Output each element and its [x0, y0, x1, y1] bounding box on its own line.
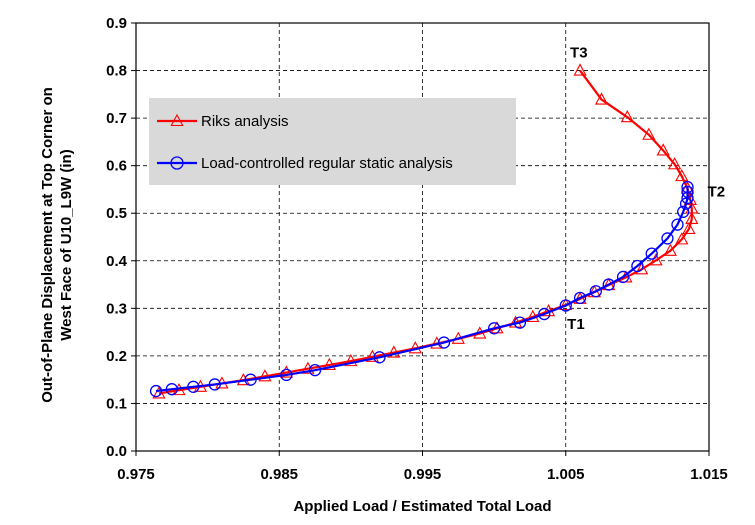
data-point [663, 243, 677, 256]
data-point [322, 357, 337, 370]
data-point [437, 336, 451, 349]
data-point [675, 232, 689, 245]
data-point [208, 378, 221, 391]
y-tick-label: 0.4 [106, 253, 128, 270]
x-tick-label: 1.005 [547, 466, 585, 483]
data-point [620, 110, 634, 123]
grid [136, 23, 709, 451]
data-point [573, 291, 587, 305]
data-point [682, 221, 696, 234]
annotations: T1 T2 T3 [567, 45, 725, 333]
y-axis-title-line-1: Out-of-Plane Displacement at Top Corner … [39, 87, 56, 403]
data-point [149, 384, 163, 398]
y-tick-label: 0.8 [106, 63, 127, 80]
legend-marker-triangle [170, 113, 184, 127]
annotation-t1: T1 [567, 316, 585, 333]
data-point [365, 349, 379, 362]
data-point [344, 353, 358, 367]
data-point [635, 262, 649, 275]
legend-entry-static: Load-controlled regular static analysis [157, 155, 453, 172]
y-tick-label: 0.6 [106, 158, 127, 175]
data-point [559, 299, 572, 312]
data-point [373, 351, 386, 364]
data-point [594, 92, 609, 105]
y-axis-title-line-2: West Face of U10_L9W (in) [58, 149, 75, 340]
y-tick-label: 0.2 [106, 348, 127, 365]
data-point [661, 232, 674, 245]
data-point [675, 168, 689, 182]
legend-marker-circle [170, 156, 184, 170]
tick-labels: 0.0 0.1 0.2 0.3 0.4 0.5 0.6 0.7 0.8 0.9 0.975 0.985… [106, 15, 728, 483]
data-point [681, 185, 694, 198]
data-point [616, 270, 630, 284]
data-point [301, 361, 315, 374]
data-point [656, 143, 670, 156]
data-point [631, 259, 644, 273]
x-tick-label: 0.975 [117, 466, 155, 483]
data-point [279, 365, 294, 378]
data-point [642, 127, 656, 140]
data-point [685, 211, 699, 224]
data-point [280, 368, 293, 382]
data-point [187, 380, 200, 393]
series-layer [149, 63, 699, 399]
y-tick-label: 0.7 [106, 110, 127, 127]
legend-entry-riks: Riks analysis [157, 113, 289, 130]
x-axis-title: Applied Load / Estimated Total Load [293, 498, 551, 515]
legend-box [149, 98, 516, 185]
y-tick-label: 0.1 [106, 395, 127, 412]
data-point [487, 322, 501, 335]
data-point [667, 157, 682, 170]
y-tick-label: 0.3 [106, 300, 127, 317]
data-point [645, 247, 658, 260]
data-point [679, 197, 693, 210]
legend: Riks analysis Load-controlled regular st… [149, 98, 516, 185]
data-point [677, 205, 690, 218]
data-point [589, 285, 602, 298]
legend-label-static: Load-controlled regular static analysis [201, 155, 453, 172]
data-point [681, 180, 694, 194]
data-point [602, 278, 615, 291]
x-tick-label: 0.995 [404, 466, 442, 483]
y-tick-label: 0.9 [106, 15, 127, 32]
annotation-t2: T2 [708, 184, 726, 201]
data-point [244, 373, 257, 386]
annotation-t3: T3 [570, 45, 588, 62]
y-tick-label: 0.5 [106, 205, 127, 222]
data-point [671, 218, 684, 231]
y-tick-label: 0.0 [106, 443, 127, 460]
data-point [538, 307, 551, 321]
legend-label-riks: Riks analysis [201, 113, 289, 130]
data-point [308, 364, 322, 377]
data-point [165, 383, 178, 396]
data-point [513, 316, 527, 329]
x-tick-label: 1.015 [690, 466, 728, 483]
x-tick-label: 0.985 [260, 466, 298, 483]
series-static [149, 180, 694, 398]
data-point [387, 345, 401, 358]
data-point [573, 63, 587, 76]
data-point [258, 369, 272, 382]
y-axis-title: Out-of-Plane Displacement at Top Corner … [39, 87, 75, 403]
